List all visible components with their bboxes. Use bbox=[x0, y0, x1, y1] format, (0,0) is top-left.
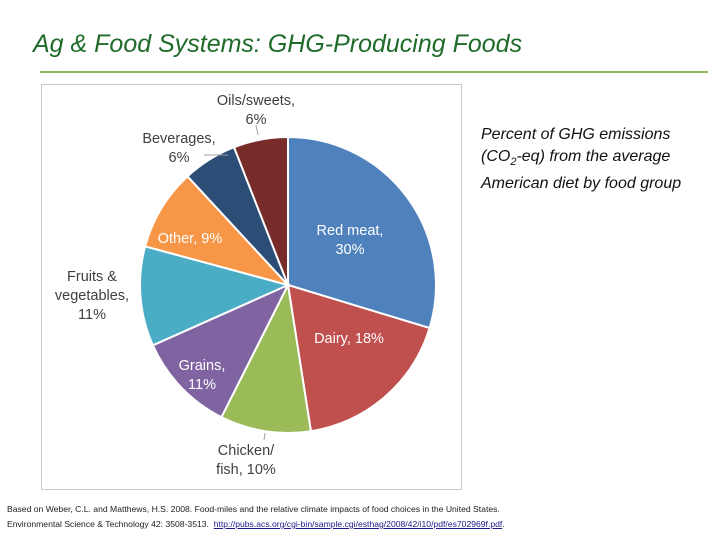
pie-slice-red-meat bbox=[287, 135, 437, 330]
citation-line-1: Based on Weber, C.L. and Matthews, H.S. … bbox=[7, 504, 500, 514]
caption-subscript: 2 bbox=[510, 156, 517, 169]
chart-frame: Red meat, 30% Dairy, 18% Chicken/fish, 10% G… bbox=[41, 84, 462, 490]
caption-text-end: -eq) from the average American diet by f… bbox=[481, 148, 682, 193]
slice-label-beverages: Beverages, 6% bbox=[142, 131, 215, 166]
pie-slice-fruits-vegetables bbox=[139, 245, 291, 347]
slice-label-other: Other, 9% bbox=[158, 231, 223, 247]
citation-link[interactable]: http://pubs.acs.org/cgi-bin/sample.cgi/e… bbox=[213, 519, 503, 529]
pie-chart: Red meat, 30% Dairy, 18% Chicken/fish, 10% G… bbox=[55, 93, 437, 478]
slice-label-chicken-fish: Chicken/fish, 10% bbox=[216, 443, 276, 478]
slice-label-fruits-vegetables: Fruits & vegetables, 11% bbox=[55, 269, 129, 323]
pie-slice-grains bbox=[151, 282, 291, 419]
pie-slice-chicken-fish bbox=[220, 281, 313, 434]
slice-label-dairy: Dairy, 18% bbox=[314, 331, 384, 347]
slice-label-grains: Grains, 11% bbox=[179, 358, 226, 393]
slice-label-red-meat: Red meat, 30% bbox=[317, 223, 384, 258]
source-citation: Based on Weber, C.L. and Matthews, H.S. … bbox=[7, 502, 715, 532]
slide-title: Ag & Food Systems: GHG-Producing Foods bbox=[33, 30, 523, 58]
citation-tail: . bbox=[502, 519, 505, 529]
slice-label-oils-sweets: Oils/sweets, 6% bbox=[217, 93, 295, 128]
chart-caption: Percent of GHG emissions (CO2-eq) from t… bbox=[481, 124, 706, 195]
caption-text-start: Percent of GHG emissions (CO bbox=[481, 126, 671, 165]
leader-line bbox=[255, 124, 259, 136]
pie-slice-dairy bbox=[286, 283, 431, 433]
pie-slice-other bbox=[143, 174, 292, 287]
leader-line bbox=[263, 432, 266, 441]
title-divider bbox=[40, 71, 708, 73]
citation-journal: Environmental Science & Technology 42: 3… bbox=[7, 519, 209, 529]
pie-slice-oils-sweets bbox=[232, 135, 289, 286]
citation-line-2: Environmental Science & Technology 42: 3… bbox=[7, 517, 715, 532]
